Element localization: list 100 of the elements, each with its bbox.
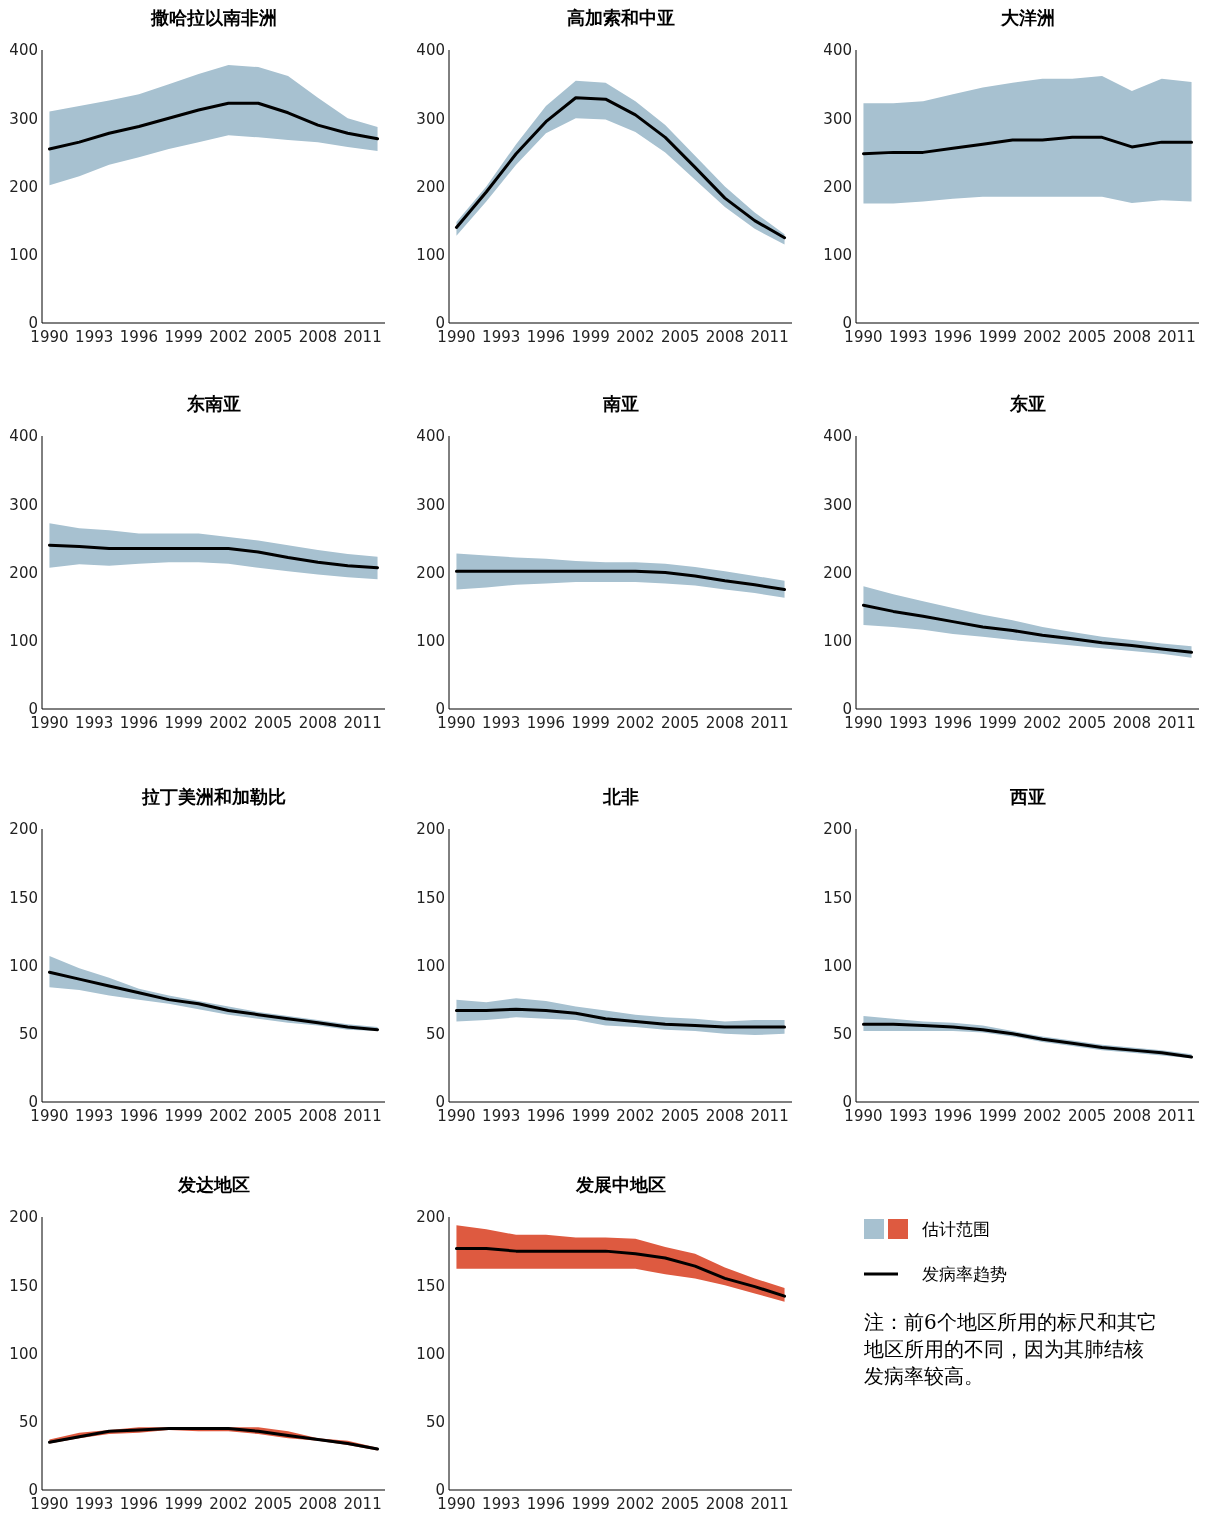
y-tick-label: 100 [823,632,852,650]
line-series [47,101,380,151]
y-tick-label: 300 [823,495,852,514]
x-tick-label: 1996 [933,1107,973,1125]
x-tick-label: 1999 [978,714,1017,732]
x-tick-label: 2002 [616,714,655,732]
x-tick-label: 2008 [1112,328,1151,346]
chart-title: 撒哈拉以南非洲 [149,7,277,28]
y-tick-label: 200 [9,820,38,839]
x-tick-label: 2002 [209,1107,248,1125]
x-tick-label: 1999 [164,714,203,732]
y-tick-label: 100 [9,632,38,650]
x-tick-label: 1999 [571,1495,610,1513]
x-tick-label: 1999 [571,328,610,346]
chart-title: 东亚 [1008,393,1046,414]
y-tick-label: 200 [416,563,445,582]
y-tick-label: 300 [416,109,445,128]
x-tick-label: 1993 [482,714,521,732]
chart-title: 拉丁美洲和加勒比 [140,786,286,807]
x-tick-label: 2005 [254,714,293,732]
x-tick-label: 1993 [889,714,928,732]
x-tick-label: 2008 [705,1107,744,1125]
y-tick-label: 200 [9,563,38,582]
x-tick-label: 2011 [750,714,789,732]
chart-title: 发达地区 [176,1174,250,1195]
line-series [47,543,380,570]
y-tick-label: 50 [18,1025,38,1043]
x-tick-label: 2002 [1023,1107,1062,1125]
x-tick-label: 2008 [298,1495,337,1513]
x-tick-label: 2005 [661,714,700,732]
chart-title: 东南亚 [185,393,241,414]
y-tick-label: 50 [832,1025,852,1043]
chart-title: 西亚 [1008,786,1046,807]
x-tick-label: 2011 [750,1495,789,1513]
y-tick-label: 50 [425,1413,445,1431]
x-tick-label: 2002 [616,1107,655,1125]
x-tick-label: 1993 [482,1107,521,1125]
x-tick-label: 2002 [209,714,248,732]
chart-title: 高加索和中亚 [566,7,675,28]
x-tick-label: 1993 [75,1495,114,1513]
text: 估计范围 [921,1218,990,1239]
x-tick-label: 2005 [661,328,700,346]
x-tick-label: 1999 [164,1107,203,1125]
y-tick-label: 200 [416,1208,445,1227]
y-tick-label: 200 [823,563,852,582]
y-tick-label: 400 [9,427,38,446]
x-tick-label: 1996 [119,1495,159,1513]
x-tick-label: 2005 [254,1495,293,1513]
line-series [861,135,1194,156]
x-tick-label: 2008 [298,328,337,346]
x-tick-label: 1996 [119,328,159,346]
x-tick-label: 2005 [661,1495,700,1513]
x-tick-label: 2002 [1023,328,1062,346]
x-tick-label: 1999 [164,328,203,346]
x-tick-label: 2011 [343,328,382,346]
x-tick-label: 2011 [1157,1107,1196,1125]
x-tick-label: 2008 [1112,1107,1151,1125]
line-series [861,603,1194,654]
x-tick-label: 2002 [209,1495,248,1513]
y-tick-label: 400 [9,41,38,60]
x-tick-label: 1993 [75,714,114,732]
y-tick-label: 100 [9,1344,38,1363]
y-tick-label: 50 [18,1413,38,1431]
x-tick-label: 2011 [343,714,382,732]
y-tick-label: 300 [823,109,852,128]
chart-title: 南亚 [601,393,639,414]
y-tick-label: 100 [9,246,38,264]
x-tick-label: 2011 [1157,714,1196,732]
x-tick-label: 2008 [1112,714,1151,732]
line-series [454,569,787,592]
y-tick-label: 150 [416,888,445,907]
y-tick-label: 200 [416,177,445,196]
x-tick-label: 2005 [661,1107,700,1125]
y-tick-label: 400 [416,427,445,446]
y-tick-label: 150 [9,1276,38,1295]
chart-title: 北非 [601,786,639,807]
x-tick-label: 2011 [750,328,789,346]
x-tick-label: 2002 [616,1495,655,1513]
x-tick-label: 1993 [75,328,114,346]
chart-title: 发展中地区 [574,1174,666,1195]
x-tick-label: 1993 [75,1107,114,1125]
line-series [454,1007,787,1029]
y-tick-label: 100 [416,246,445,264]
y-tick-label: 100 [9,956,38,975]
x-tick-label: 2011 [343,1107,382,1125]
x-tick-label: 1999 [978,1107,1017,1125]
y-tick-label: 200 [823,177,852,196]
x-tick-label: 1996 [526,1495,566,1513]
x-tick-label: 2011 [750,1107,789,1125]
y-tick-label: 100 [823,246,852,264]
y-tick-label: 50 [425,1025,445,1043]
x-tick-label: 2011 [343,1495,382,1513]
x-tick-label: 1996 [119,714,159,732]
x-tick-label: 1999 [978,328,1017,346]
x-tick-label: 1996 [933,714,973,732]
y-tick-label: 200 [9,1208,38,1227]
y-tick-label: 200 [823,820,852,839]
x-tick-label: 1999 [571,714,610,732]
y-tick-label: 150 [9,888,38,907]
text: 发病率趋势 [922,1263,1007,1284]
